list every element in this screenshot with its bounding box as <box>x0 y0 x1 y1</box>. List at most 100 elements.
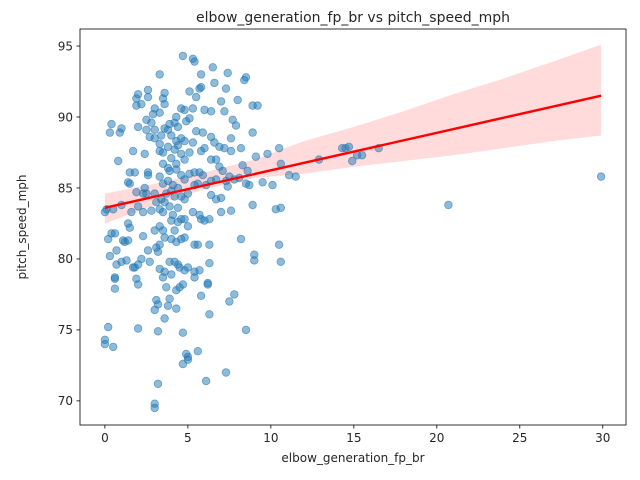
data-point <box>137 99 146 109</box>
y-tick-label: 70 <box>58 394 73 408</box>
data-point <box>221 368 231 377</box>
data-point <box>178 280 188 289</box>
chart-title: elbow_generation_fp_br vs pitch_speed_mp… <box>196 10 510 26</box>
data-point <box>153 327 163 336</box>
data-point <box>160 233 169 242</box>
y-axis-ticks: 70 75 80 85 90 95 <box>58 39 80 408</box>
data-point <box>183 222 193 231</box>
x-axis-label: elbow_generation_fp_br <box>281 451 424 465</box>
data-point <box>147 206 156 215</box>
data-point <box>216 207 226 217</box>
data-point <box>444 200 453 210</box>
data-point <box>201 376 211 386</box>
data-point <box>113 156 123 166</box>
data-point <box>198 128 207 137</box>
data-point <box>231 121 241 130</box>
data-point <box>138 207 148 217</box>
data-point <box>158 273 168 282</box>
data-point <box>155 172 164 181</box>
data-point <box>130 168 139 177</box>
data-point <box>276 203 285 212</box>
data-point <box>133 324 143 333</box>
data-point <box>132 187 141 197</box>
regression-line <box>104 94 602 210</box>
data-point <box>233 95 242 105</box>
data-point <box>195 266 204 275</box>
data-point <box>248 128 257 137</box>
y-tick-label: 80 <box>58 252 73 266</box>
data-point <box>167 131 176 140</box>
data-point <box>173 122 183 132</box>
data-point <box>173 141 183 150</box>
data-point <box>108 342 118 352</box>
data-point <box>150 403 159 413</box>
data-point <box>145 257 154 266</box>
data-point <box>183 263 193 272</box>
data-point <box>165 166 174 176</box>
data-point <box>183 189 193 198</box>
data-point <box>112 246 121 255</box>
data-point <box>153 379 163 388</box>
data-point <box>150 125 159 134</box>
data-point <box>205 310 214 319</box>
plot-background <box>80 29 626 425</box>
data-point <box>142 189 151 198</box>
data-point <box>251 152 261 161</box>
data-point <box>205 214 214 224</box>
data-point <box>107 119 116 129</box>
data-point <box>230 290 239 299</box>
data-point <box>241 73 251 82</box>
data-point <box>125 223 134 232</box>
data-point <box>183 352 193 362</box>
data-point <box>163 301 173 310</box>
data-point <box>168 210 178 220</box>
data-point <box>180 214 189 224</box>
data-point <box>291 172 300 181</box>
y-tick-label: 95 <box>58 39 73 53</box>
data-point <box>198 170 207 180</box>
data-point <box>190 273 199 282</box>
data-point <box>216 97 226 106</box>
data-point <box>133 280 143 289</box>
data-point <box>185 148 194 157</box>
data-point <box>188 138 198 147</box>
data-point <box>200 143 209 153</box>
data-point <box>344 142 354 151</box>
data-point <box>211 155 221 164</box>
data-point <box>158 207 168 217</box>
data-point <box>165 294 174 303</box>
data-point <box>167 270 176 279</box>
data-point <box>348 156 357 166</box>
data-point <box>178 51 188 61</box>
data-point <box>133 90 143 99</box>
data-point <box>137 254 146 264</box>
data-point <box>263 149 272 159</box>
data-point <box>138 231 148 241</box>
data-point <box>167 153 176 163</box>
data-point <box>180 155 189 164</box>
data-point <box>160 99 169 109</box>
data-point <box>596 172 606 181</box>
data-point <box>153 247 163 256</box>
data-point <box>193 347 202 356</box>
data-point <box>236 143 246 153</box>
data-point <box>100 335 110 344</box>
x-tick-label: 30 <box>595 431 610 445</box>
data-point <box>220 107 229 116</box>
data-point <box>105 128 115 137</box>
data-point <box>210 78 219 88</box>
data-point <box>180 175 189 184</box>
data-point <box>143 170 153 180</box>
data-point <box>258 178 267 187</box>
x-tick-label: 20 <box>429 431 444 445</box>
x-axis-ticks: 0 5 10 15 20 25 30 <box>101 425 610 445</box>
data-point <box>178 328 188 337</box>
data-point <box>133 202 143 211</box>
data-points <box>100 51 606 413</box>
data-point <box>125 179 134 188</box>
data-point <box>243 166 252 176</box>
data-point <box>193 240 202 249</box>
data-point <box>276 257 285 266</box>
data-point <box>205 259 214 268</box>
